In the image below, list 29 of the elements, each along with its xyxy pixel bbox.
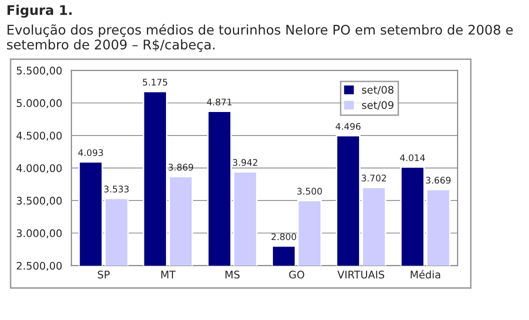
x-tick-label: GO — [289, 270, 304, 279]
data-label: 4.496 — [336, 122, 361, 130]
data-label: 5.175 — [142, 78, 168, 86]
x-tick-label: SP — [98, 270, 110, 279]
data-label: 3.869 — [168, 164, 194, 171]
y-tick-label: 5.000,00 — [16, 99, 62, 108]
data-label: 3.500 — [297, 188, 322, 195]
data-label: 3.533 — [104, 186, 129, 192]
data-label: 2.800 — [272, 233, 296, 240]
y-tick-label: 3.000,00 — [16, 229, 62, 238]
data-label: 3.669 — [426, 176, 451, 184]
y-tick-label: 3.500,00 — [16, 196, 62, 206]
chart-title: Figura 1. — [8, 4, 72, 18]
data-label: 4.014 — [400, 154, 425, 162]
x-tick-label: Média — [410, 270, 440, 279]
x-tick-label: VIRTUAIS — [337, 270, 384, 279]
y-tick-label: 5.500,00 — [16, 66, 62, 76]
legend-label: set/09 — [362, 101, 394, 110]
data-label: 3.702 — [362, 174, 386, 182]
data-label: 3.942 — [232, 159, 258, 166]
legend-label: set/08 — [362, 86, 394, 95]
data-label: 4.871 — [206, 98, 232, 106]
x-tick-label: MT — [161, 270, 176, 278]
y-tick-label: 4.500,00 — [16, 132, 62, 141]
chart-subtitle: Evolução dos preços médios de tourinhos Nelore PO em setembro de 2008 e setembro de 2009 – R$/cabeça. — [7, 24, 513, 52]
y-tick-label: 4.000,00 — [16, 164, 62, 174]
y-tick-label: 2.500,00 — [16, 262, 62, 271]
x-tick-label: MS — [226, 270, 240, 279]
data-label: 4.093 — [78, 149, 103, 156]
